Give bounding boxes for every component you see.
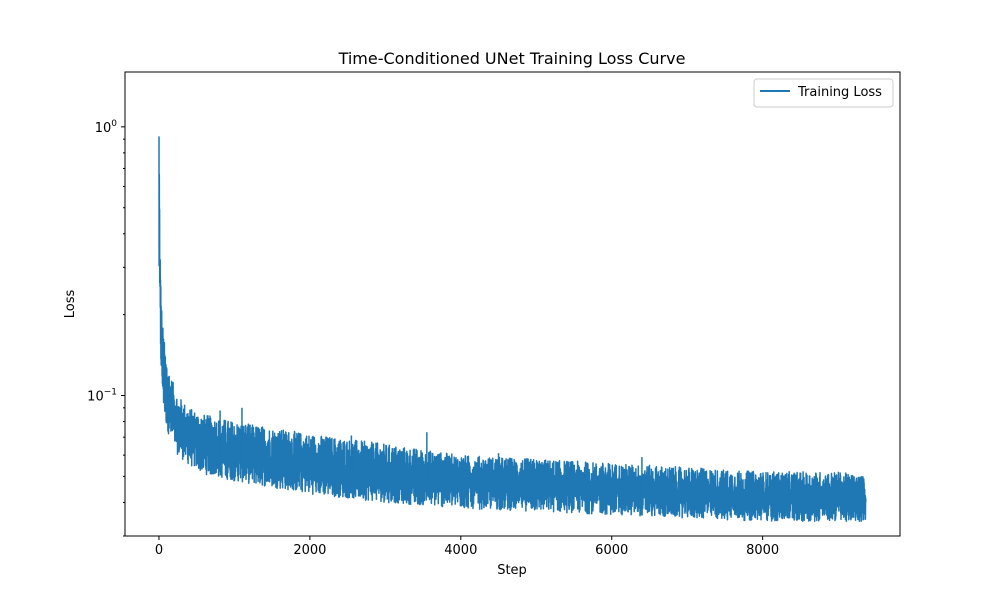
legend-box: [753, 78, 894, 108]
y-tick-label: 10−1: [87, 388, 117, 405]
plot-area: [158, 136, 867, 523]
x-tick-label: 0: [155, 543, 163, 558]
legend: Training Loss: [753, 78, 894, 108]
y-axis: 10−1 100: [87, 119, 125, 537]
y-axis-label: Loss: [63, 290, 78, 319]
x-tick-label: 6000: [595, 543, 628, 558]
legend-label: Training Loss: [797, 85, 882, 100]
x-axis-label: Step: [497, 563, 527, 578]
y-tick-label: 100: [95, 119, 118, 136]
x-tick-label: 8000: [746, 543, 779, 558]
plot-frame: [124, 71, 901, 537]
chart-title: Time-Conditioned UNet Training Loss Curv…: [338, 49, 686, 68]
x-tick-label: 4000: [444, 543, 477, 558]
x-axis: 0 2000 4000 6000 8000: [155, 536, 779, 558]
x-tick-label: 2000: [293, 543, 326, 558]
training-loss-line: [158, 136, 867, 523]
